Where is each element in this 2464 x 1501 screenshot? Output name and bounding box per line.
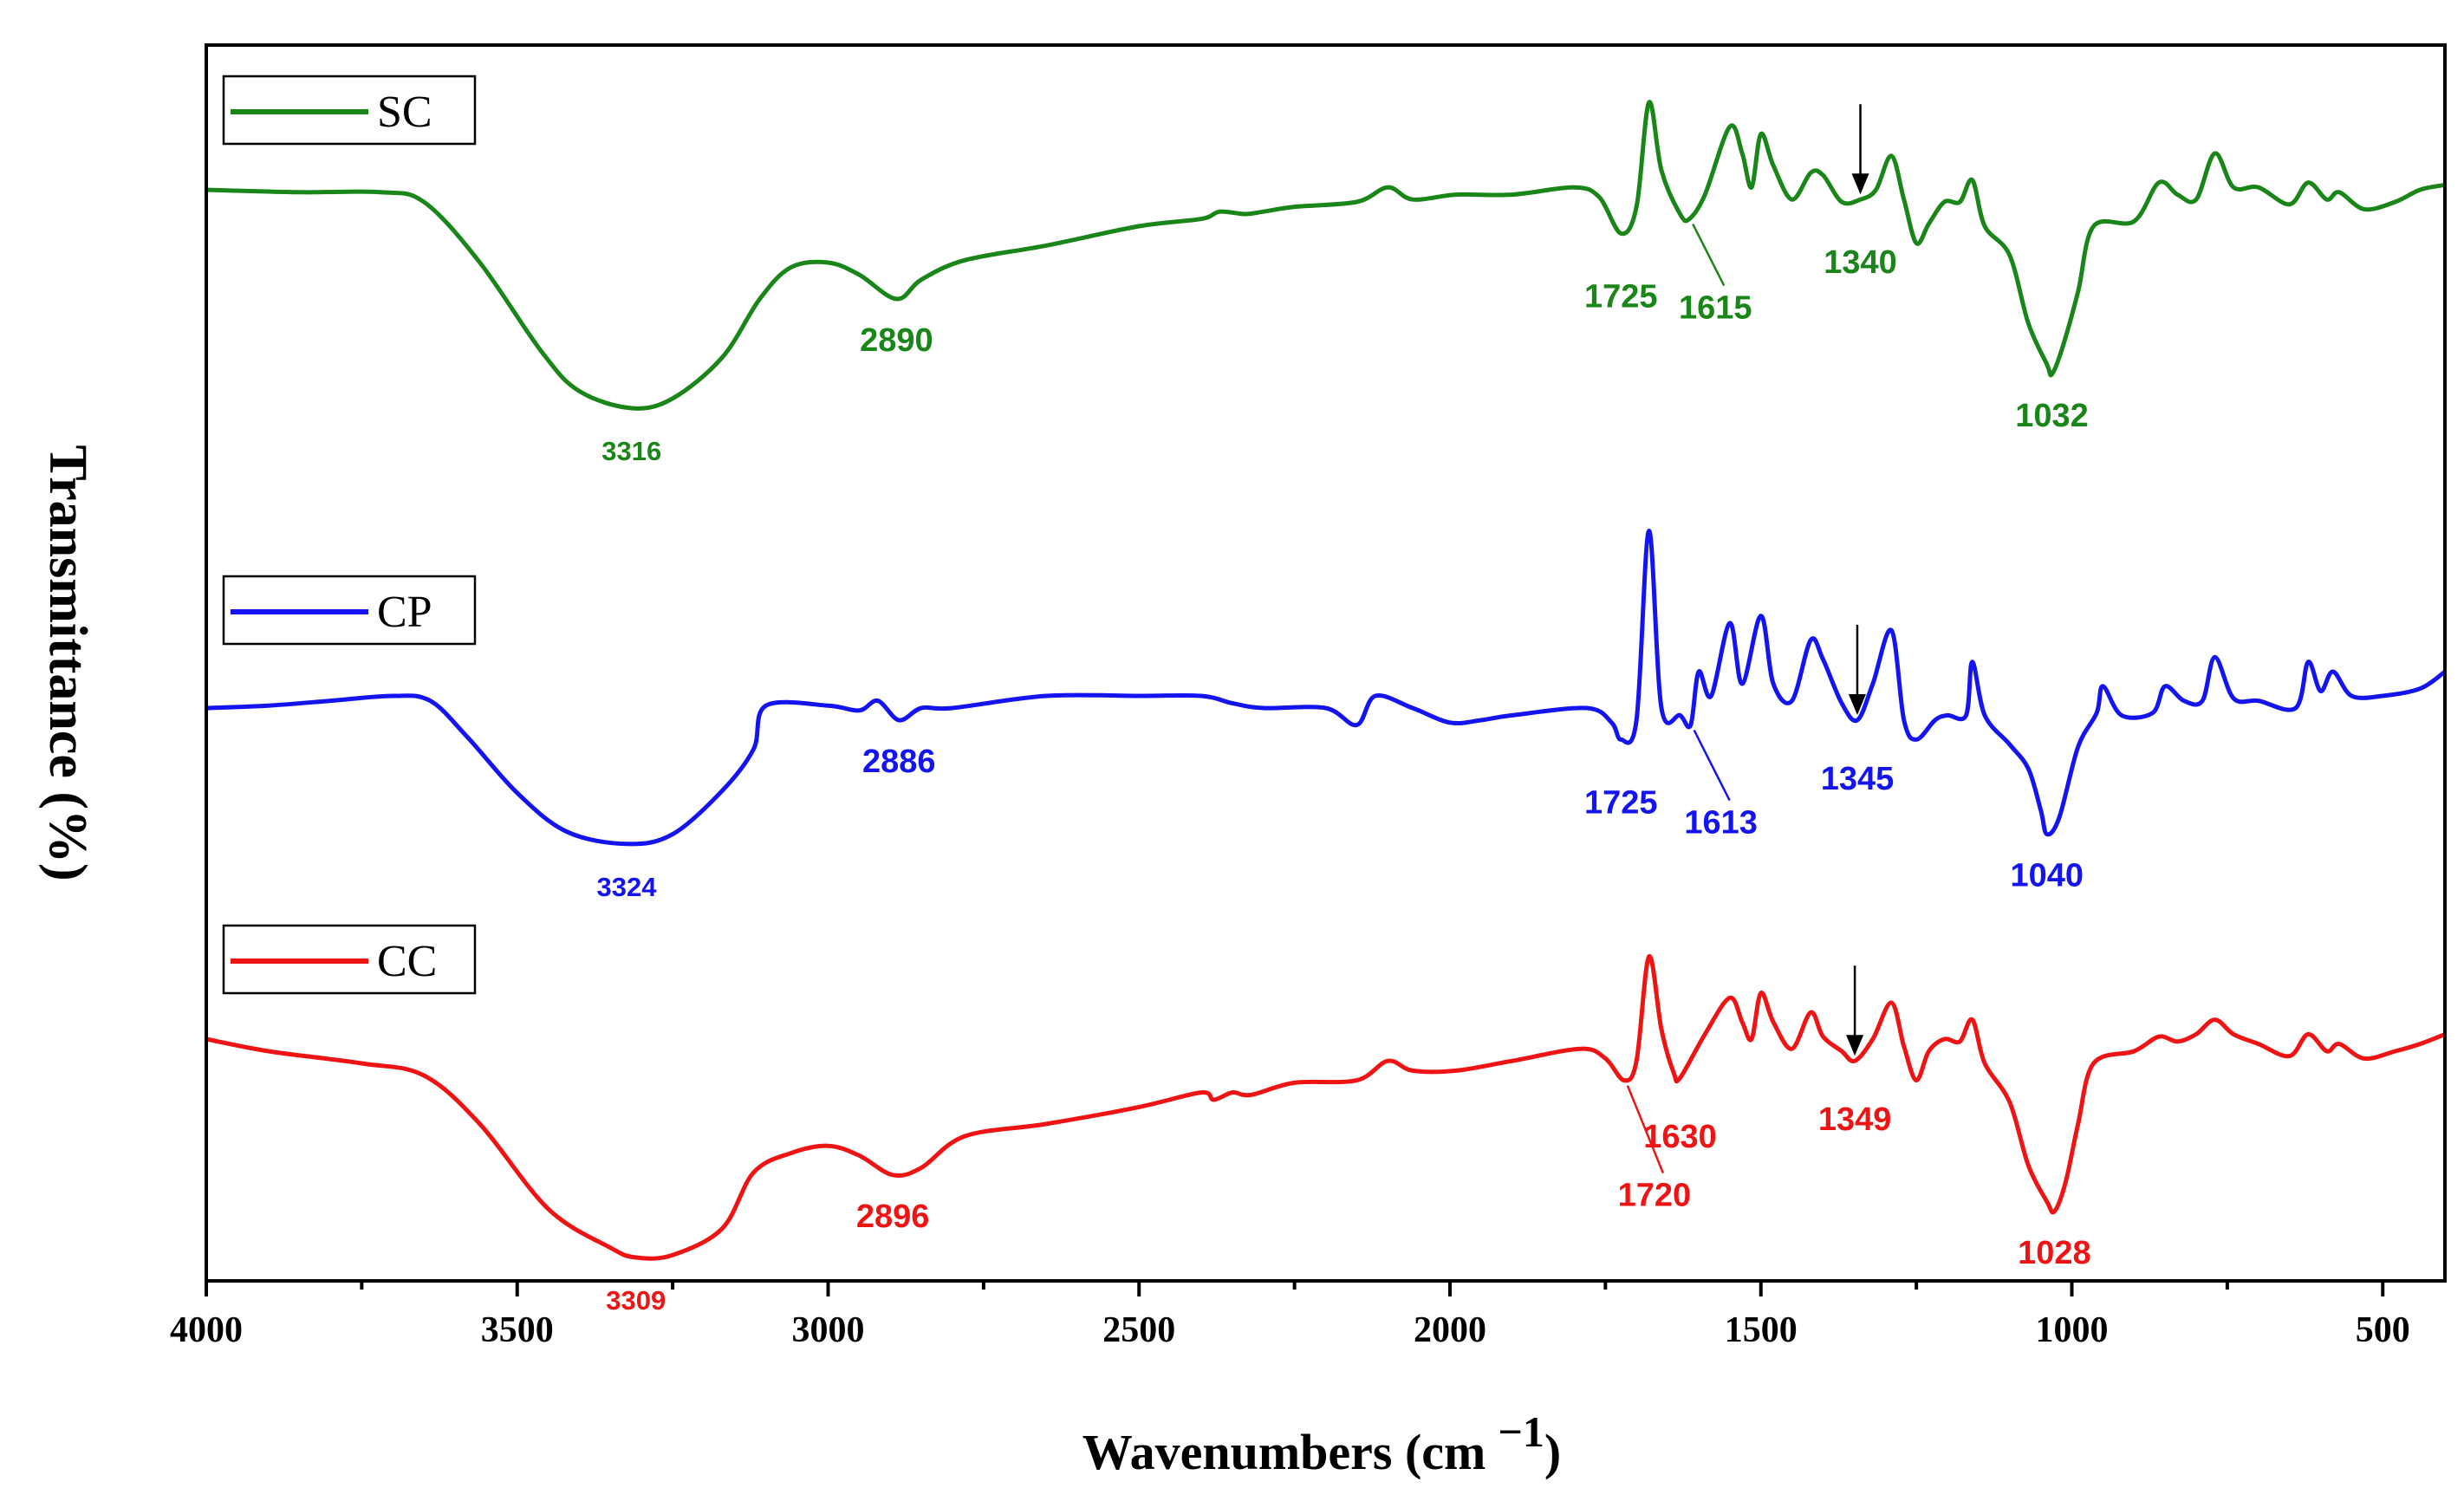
peak-label: 2890 bbox=[860, 322, 933, 359]
peak-annotation-cp-2886: 2886 bbox=[862, 744, 936, 780]
peak-annotation-cp-1725: 1725 bbox=[1584, 784, 1658, 821]
peak-annotation-cc-1349: 1349 bbox=[1818, 965, 1892, 1138]
peak-annotation-cp-1613: 1613 bbox=[1684, 730, 1758, 841]
peak-annotation-cp-1345: 1345 bbox=[1821, 625, 1895, 797]
peak-label: 3309 bbox=[606, 1285, 666, 1316]
peak-annotation-sc-1725: 1725 bbox=[1584, 278, 1658, 315]
x-tick-label-1000: 1000 bbox=[2036, 1310, 2109, 1350]
legend-cp: CP bbox=[222, 575, 477, 646]
peak-label: 1725 bbox=[1584, 278, 1658, 315]
peak-annotation-cc-1630: 1630 bbox=[1643, 1119, 1717, 1155]
peak-arrow-icon bbox=[1846, 1035, 1864, 1056]
peak-label: 1040 bbox=[2011, 858, 2084, 894]
peak-label: 1615 bbox=[1679, 290, 1752, 327]
peak-arrow-icon bbox=[1848, 694, 1866, 715]
x-axis-title: Wavenumbers (cm −1) bbox=[1082, 1407, 1561, 1480]
x-tick-label-2500: 2500 bbox=[1102, 1310, 1175, 1350]
peak-leader-line bbox=[1693, 730, 1731, 802]
series-line-sc bbox=[205, 100, 2446, 411]
peak-label: 2896 bbox=[856, 1199, 930, 1235]
peak-annotation-cc-3309: 3309 bbox=[606, 1285, 666, 1316]
x-axis-title-close: ) bbox=[1544, 1424, 1561, 1480]
peak-annotation-sc-2890: 2890 bbox=[860, 322, 933, 359]
peak-annotation-sc-1340: 1340 bbox=[1824, 104, 1897, 281]
series-line-cc bbox=[205, 954, 2446, 1261]
peak-label: 3316 bbox=[601, 436, 661, 466]
plot-frame bbox=[205, 43, 2447, 1283]
x-tick-label-500: 500 bbox=[2356, 1310, 2410, 1350]
peak-arrow-icon bbox=[1851, 173, 1869, 195]
x-tick-label-1500: 1500 bbox=[1725, 1310, 1798, 1350]
peak-annotation-cp-3324: 3324 bbox=[597, 872, 658, 902]
legend-sc: SC bbox=[222, 75, 477, 146]
peak-leader-line bbox=[1626, 1085, 1665, 1174]
peak-label: 2886 bbox=[862, 744, 936, 780]
series-line-cp bbox=[205, 529, 2447, 847]
peak-annotation-sc-3316: 3316 bbox=[601, 436, 661, 466]
peak-label: 1028 bbox=[2018, 1235, 2091, 1271]
peak-leader-line bbox=[1692, 224, 1726, 287]
peak-label: 1349 bbox=[1818, 1101, 1892, 1138]
peak-annotation-sc-1032: 1032 bbox=[2015, 398, 2089, 434]
x-axis: 4000 3500 3000 2500 2000 1500 1000 500 bbox=[170, 1281, 2410, 1350]
peak-label: 1613 bbox=[1684, 805, 1758, 841]
peak-annotation-cp-1040: 1040 bbox=[2011, 858, 2084, 894]
x-axis-title-main: Wavenumbers (cm bbox=[1082, 1424, 1486, 1480]
x-tick-label-4000: 4000 bbox=[170, 1310, 243, 1350]
legend-label: CC bbox=[377, 937, 437, 986]
peak-annotation-cc-1028: 1028 bbox=[2018, 1235, 2091, 1271]
x-tick-label-3500: 3500 bbox=[481, 1310, 554, 1350]
peak-annotation-cc-2896: 2896 bbox=[856, 1199, 930, 1235]
peak-label: 1630 bbox=[1643, 1119, 1717, 1155]
peak-label: 3324 bbox=[597, 872, 658, 902]
y-axis-title: Transmittance (%) bbox=[38, 445, 97, 880]
x-tick-label-3000: 3000 bbox=[792, 1310, 865, 1350]
spectra-traces bbox=[205, 100, 2447, 1261]
legend-cc: CC bbox=[222, 924, 477, 995]
legend-boxes: SC CP CC bbox=[222, 75, 477, 995]
x-tick-label-2000: 2000 bbox=[1414, 1310, 1486, 1350]
peak-annotation-cc-1720: 1720 bbox=[1618, 1085, 1692, 1214]
peak-label: 1725 bbox=[1584, 784, 1658, 821]
peak-label: 1345 bbox=[1821, 761, 1895, 797]
peak-annotation-sc-1615: 1615 bbox=[1679, 224, 1752, 327]
peak-annotations: 3316 2890 1725 1615 1340 1032 3324 2886 1725 1613… bbox=[597, 104, 2091, 1316]
legend-label: SC bbox=[377, 88, 432, 137]
peak-label: 1340 bbox=[1824, 244, 1897, 281]
x-axis-title-superscript: −1 bbox=[1498, 1407, 1544, 1456]
peak-label: 1720 bbox=[1618, 1178, 1692, 1214]
legend-label: CP bbox=[377, 588, 432, 637]
peak-label: 1032 bbox=[2015, 398, 2089, 434]
